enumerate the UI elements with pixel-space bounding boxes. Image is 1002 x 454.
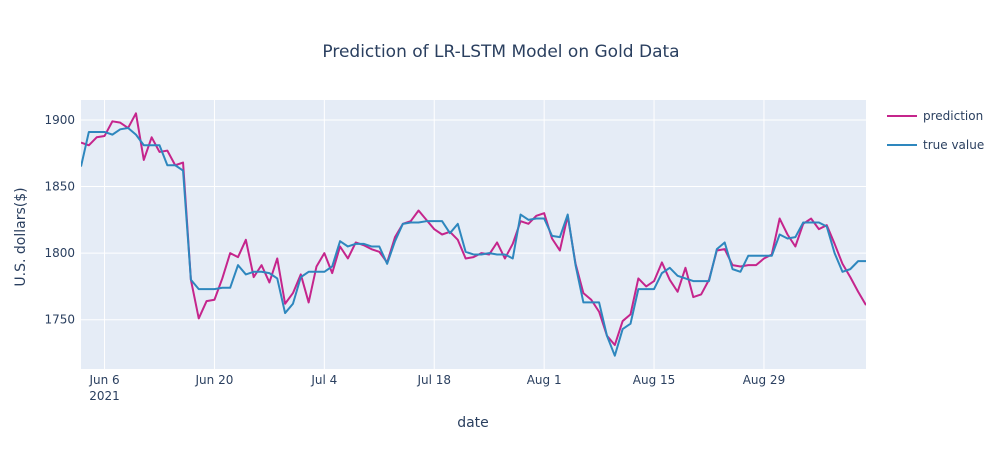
y-tick-label: 1750 — [44, 313, 75, 327]
y-tick-label: 1850 — [44, 180, 75, 194]
x-tick-label: Jun 20 — [195, 373, 234, 387]
plot-area — [81, 100, 866, 369]
series-line-prediction — [81, 112, 866, 347]
x-tick-label: Jul 4 — [310, 373, 337, 387]
y-tick-label: 1900 — [44, 113, 75, 127]
x-tick-label: Jul 18 — [416, 373, 451, 387]
legend-item-true-value[interactable]: true value — [887, 138, 984, 152]
legend-label: prediction — [923, 109, 983, 123]
x-tick-label: Jun 6 — [88, 373, 119, 387]
chart-title: Prediction of LR-LSTM Model on Gold Data — [322, 42, 679, 62]
series-lines — [81, 112, 866, 357]
series-line-true-value — [81, 126, 866, 357]
y-tick-label: 1800 — [44, 246, 75, 260]
x-axis-ticks: Jun 6 2021 Jun 20 Jul 4 Jul 18 Aug 1 Aug 15 Aug… — [88, 373, 785, 403]
legend-label: true value — [923, 138, 984, 152]
legend-item-prediction[interactable]: prediction — [887, 109, 983, 123]
grid-lines — [81, 100, 866, 369]
x-tick-sublabel: 2021 — [89, 389, 120, 403]
x-axis-title: date — [457, 415, 489, 431]
x-tick-label: Aug 15 — [633, 373, 676, 387]
legend[interactable]: prediction true value — [887, 109, 984, 152]
x-tick-label: Aug 1 — [527, 373, 562, 387]
y-axis-ticks: 1750 1800 1850 1900 — [44, 113, 75, 327]
x-tick-label: Aug 29 — [743, 373, 786, 387]
y-axis-title: U.S. dollars($) — [13, 187, 29, 286]
